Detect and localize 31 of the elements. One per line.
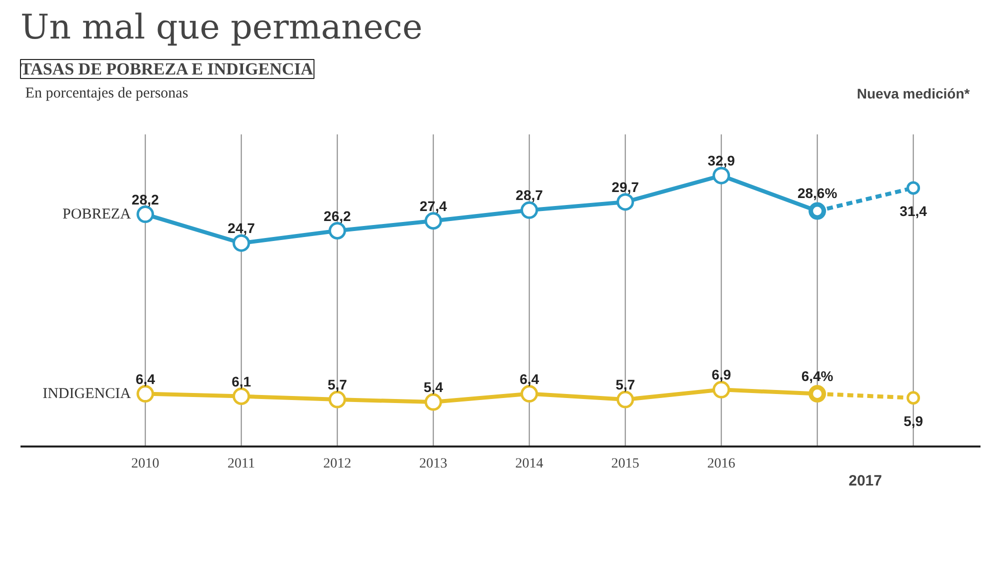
text: Nueva medición* (856, 86, 970, 102)
x-tick-label: 2013 (419, 456, 448, 472)
data-label: 31,4 (900, 202, 928, 219)
data-label: 6,4 (136, 370, 156, 387)
data-label: 28,6% (797, 185, 838, 202)
text: En porcentajes de personas (25, 86, 188, 102)
data-label: 5,9 (904, 412, 924, 429)
data-label: 32,9 (708, 152, 736, 169)
x-tick-label: 2014 (515, 456, 544, 472)
data-label: 26,2 (324, 208, 352, 224)
series-label: POBREZA (62, 206, 132, 222)
data-label: 6,4 (520, 370, 540, 387)
x-tick-label: 2011 (228, 456, 256, 472)
x-tick-label: 2012 (323, 456, 352, 472)
x-tick-label: 2015 (611, 456, 640, 472)
text: 2017 (848, 472, 882, 490)
data-label: 24,7 (228, 220, 256, 236)
data-label: 5,7 (328, 376, 348, 393)
chart-title: Un mal que permanece (20, 8, 422, 48)
data-label: 28,2 (132, 191, 160, 208)
data-label: 5,4 (424, 379, 444, 396)
data-label: 6,4% (801, 368, 834, 384)
data-label: 6,9 (712, 366, 732, 383)
x-tick-label: 2010 (131, 456, 160, 472)
data-label: 28,7 (516, 187, 544, 204)
data-label: 6,1 (232, 373, 252, 390)
data-label: 29,7 (612, 178, 640, 195)
data-label: 5,7 (616, 376, 636, 393)
series-label: INDIGENCIA (42, 386, 132, 402)
data-label: 27,4 (420, 198, 448, 214)
x-tick-label: 2016 (707, 456, 736, 472)
